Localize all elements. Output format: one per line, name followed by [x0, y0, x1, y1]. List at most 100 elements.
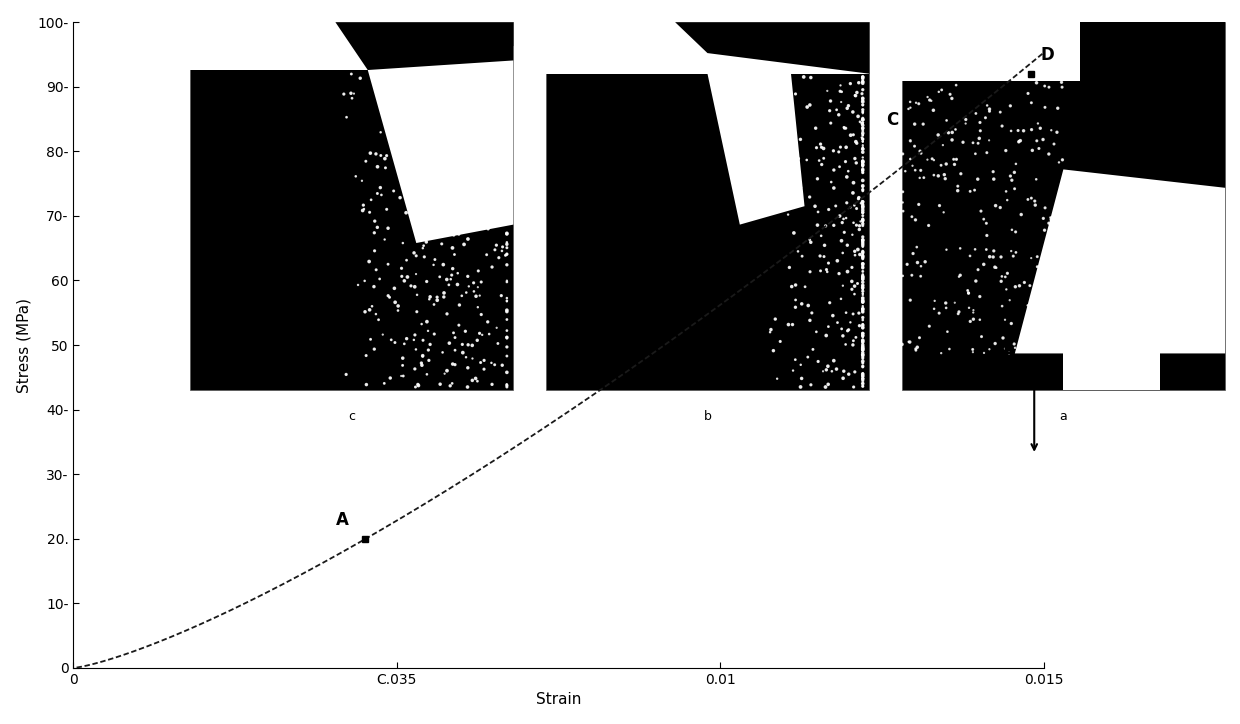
- Point: [456, 287, 476, 298]
- Point: [949, 271, 968, 282]
- Point: [409, 122, 429, 133]
- Point: [983, 245, 1003, 257]
- Text: a: a: [1059, 410, 1068, 423]
- Point: [853, 361, 873, 372]
- Point: [474, 355, 494, 366]
- Point: [853, 288, 873, 300]
- Point: [497, 242, 517, 253]
- Point: [853, 133, 873, 145]
- Point: [425, 130, 445, 141]
- Point: [813, 366, 833, 377]
- Point: [466, 290, 486, 302]
- Point: [360, 256, 379, 267]
- Point: [975, 347, 994, 358]
- Point: [436, 170, 456, 182]
- Point: [853, 353, 873, 364]
- Point: [853, 159, 873, 171]
- Point: [361, 194, 381, 206]
- Point: [935, 169, 955, 180]
- Point: [420, 124, 440, 135]
- Point: [404, 281, 424, 292]
- Point: [490, 156, 510, 167]
- Point: [935, 173, 955, 185]
- Point: [455, 117, 475, 129]
- Point: [811, 138, 831, 150]
- Point: [436, 365, 456, 376]
- Point: [980, 104, 999, 115]
- Point: [496, 250, 516, 261]
- Point: [807, 219, 827, 231]
- Point: [931, 84, 951, 96]
- Point: [439, 140, 459, 152]
- Point: [914, 118, 934, 130]
- Point: [445, 359, 465, 371]
- Point: [467, 375, 487, 387]
- Point: [487, 173, 507, 185]
- Point: [853, 117, 873, 128]
- Point: [1042, 214, 1061, 225]
- Point: [895, 165, 915, 177]
- Point: [1016, 337, 1035, 349]
- Point: [367, 222, 387, 233]
- Point: [906, 345, 926, 356]
- Point: [392, 146, 412, 158]
- Point: [423, 219, 443, 231]
- Point: [836, 141, 856, 153]
- Point: [853, 300, 873, 312]
- Point: [459, 133, 479, 145]
- Point: [494, 133, 513, 145]
- Point: [853, 122, 873, 134]
- Point: [985, 261, 1004, 273]
- Point: [374, 378, 394, 390]
- Point: [1052, 292, 1071, 303]
- Point: [751, 180, 771, 192]
- Point: [497, 228, 517, 240]
- Point: [853, 280, 873, 292]
- Point: [487, 146, 507, 158]
- Point: [461, 177, 481, 188]
- Point: [934, 206, 954, 218]
- Point: [441, 204, 461, 216]
- Point: [463, 131, 482, 143]
- Point: [1001, 100, 1021, 111]
- Point: [1048, 270, 1068, 282]
- Point: [471, 357, 491, 369]
- Point: [464, 67, 484, 79]
- Point: [434, 86, 454, 98]
- Point: [794, 71, 813, 83]
- Point: [469, 86, 489, 98]
- Point: [497, 164, 517, 176]
- Point: [853, 135, 873, 147]
- Point: [853, 341, 873, 353]
- Point: [853, 119, 873, 131]
- Point: [367, 188, 387, 199]
- Point: [849, 77, 869, 88]
- Point: [484, 130, 503, 141]
- Point: [801, 379, 821, 391]
- Point: [853, 183, 873, 195]
- Point: [843, 382, 863, 393]
- Point: [853, 274, 873, 285]
- Point: [1029, 143, 1049, 154]
- Point: [980, 251, 999, 263]
- Point: [853, 213, 873, 224]
- Point: [497, 140, 517, 152]
- Point: [1040, 324, 1060, 336]
- Point: [485, 359, 505, 371]
- Point: [900, 295, 920, 306]
- Point: [489, 93, 508, 105]
- Point: [843, 308, 863, 320]
- Point: [361, 334, 381, 345]
- Point: [846, 136, 866, 148]
- Bar: [1080, 22, 1225, 81]
- Point: [451, 290, 471, 302]
- Point: [492, 241, 512, 253]
- Point: [957, 285, 977, 296]
- Point: [820, 297, 839, 308]
- Point: [497, 216, 517, 227]
- Point: [853, 329, 873, 341]
- Point: [853, 349, 873, 361]
- Point: [853, 93, 873, 104]
- Point: [853, 127, 873, 139]
- Point: [823, 145, 843, 156]
